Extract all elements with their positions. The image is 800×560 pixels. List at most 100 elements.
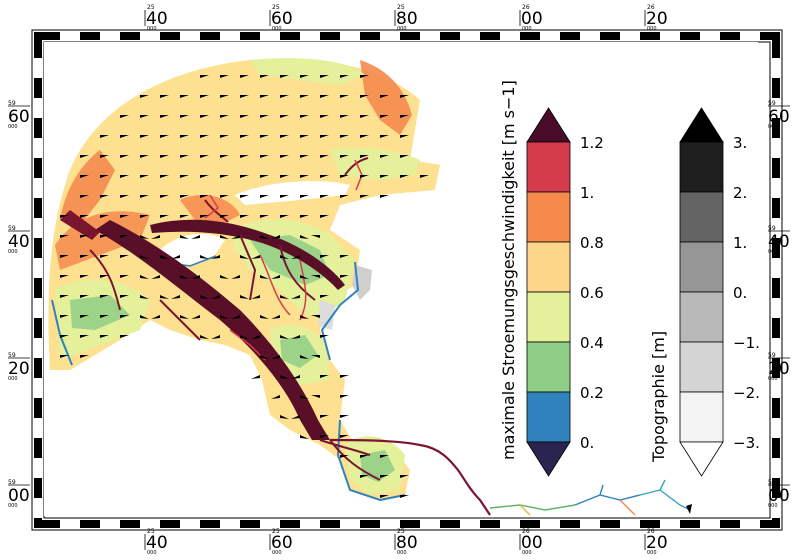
velocity-arrow	[200, 295, 209, 299]
tick-sub: 000	[768, 503, 778, 509]
creek-1	[279, 244, 316, 301]
frame-segment-bottom	[600, 520, 620, 528]
tick-label: 20	[8, 359, 30, 379]
velocity-arrow	[211, 255, 220, 259]
frame-segment-bottom	[280, 520, 300, 528]
land-gray-patch-2	[318, 300, 335, 330]
frame-segment-top	[440, 32, 460, 40]
velocity-arrow	[280, 195, 289, 198]
tick-sub: 000	[647, 26, 657, 32]
tick-label: 20	[646, 533, 668, 553]
velocity-arrow	[260, 115, 269, 118]
velocity-arrow	[311, 235, 320, 238]
velocity-arrow	[311, 315, 320, 318]
frame-segment-right	[772, 158, 780, 178]
velocity-arrow	[380, 175, 389, 178]
velocity-arrow	[240, 255, 249, 259]
velocity-arrow	[100, 295, 109, 298]
velocity-arrow	[211, 335, 220, 339]
colorbar-bottom-triangle	[526, 441, 571, 477]
velocity-arrow	[80, 155, 89, 158]
velocity-arrow	[260, 135, 269, 138]
velocity-arrow	[380, 155, 389, 158]
velocity-arrow	[80, 235, 89, 238]
velocity-arrow	[151, 275, 160, 279]
velocity-arrow	[311, 395, 320, 398]
velocity-arrow	[80, 195, 89, 198]
tick-label: 40	[146, 9, 168, 29]
velocity-arrow	[291, 255, 300, 259]
colorbar-segment	[679, 341, 724, 393]
velocity-arrow	[380, 115, 389, 118]
tick-super: 59	[8, 225, 16, 232]
velocity-arrow	[300, 95, 309, 98]
velocity-arrow	[120, 195, 129, 198]
river-branch-2	[574, 494, 641, 506]
velocity-arrow	[220, 95, 229, 98]
velocity-arrow	[200, 195, 209, 198]
velocity-arrow	[80, 335, 89, 338]
velocity-arrow	[380, 135, 389, 138]
velocity-arrow	[400, 495, 409, 498]
velocity-arrow	[171, 295, 180, 299]
velocity-arrow	[60, 355, 69, 358]
velocity-arrow	[280, 115, 289, 118]
velocity-arrow	[291, 375, 300, 379]
frame-segment-right	[772, 318, 780, 338]
velocity-arrow	[400, 115, 409, 118]
velocity-arrow	[140, 115, 149, 118]
velocity-arrow	[251, 255, 260, 259]
velocity-arrow	[151, 235, 160, 239]
velocity-arrow	[100, 215, 109, 218]
frame-segment-top	[760, 32, 774, 40]
velocity-arrow	[400, 135, 409, 138]
colorbar-label: 1.	[580, 184, 594, 202]
tick-label: 60	[271, 9, 293, 29]
tick-label: 60	[768, 107, 790, 127]
velocity-arrow	[220, 195, 229, 198]
velocity-arrow	[300, 135, 309, 138]
velocity-arrow	[340, 375, 349, 378]
velocity-arrow	[60, 255, 69, 258]
velocity-arrow	[100, 275, 109, 278]
velocity-arrow	[140, 155, 149, 158]
tick-label: 00	[8, 486, 30, 506]
velocity-arrow	[231, 315, 240, 319]
velocity-arrow	[240, 155, 249, 158]
frame-segment-bottom	[440, 520, 460, 528]
frame-segment-bottom	[120, 520, 140, 528]
secondary-creek-1	[259, 254, 291, 316]
frame-segment-left	[34, 398, 42, 418]
velocity-arrow	[100, 195, 109, 198]
frame-segment-bottom	[640, 520, 660, 528]
frame-segment-left	[34, 38, 42, 58]
velocity-arrow	[140, 195, 149, 198]
velocity-arrow	[300, 75, 309, 78]
colorbar-label: 1.2	[580, 134, 604, 152]
velocity-arrow	[251, 295, 260, 299]
frame-segment-left	[34, 318, 42, 338]
velocity-arrow	[320, 335, 329, 338]
velocity-arrow	[260, 75, 269, 78]
velocity-arrow	[271, 315, 280, 319]
river-branch-5	[639, 489, 691, 511]
velocity-arrow	[291, 335, 300, 339]
frame-segment-top	[640, 32, 660, 40]
velocity-arrow	[260, 355, 269, 359]
velocity-arrow	[120, 275, 129, 278]
frame-segment-top	[280, 32, 300, 40]
tick-sub: 000	[647, 550, 657, 556]
frame-segment-left	[34, 478, 42, 498]
velocity-arrow	[180, 315, 189, 319]
colorbar-label: 0.2	[580, 384, 604, 402]
green-shoal-a	[250, 235, 330, 285]
frame-segment-right	[772, 438, 780, 458]
velocity-arrow	[340, 415, 349, 418]
colorbar-segment	[679, 241, 724, 293]
velocity-arrow	[220, 75, 229, 78]
colorbar-segment	[679, 141, 724, 193]
